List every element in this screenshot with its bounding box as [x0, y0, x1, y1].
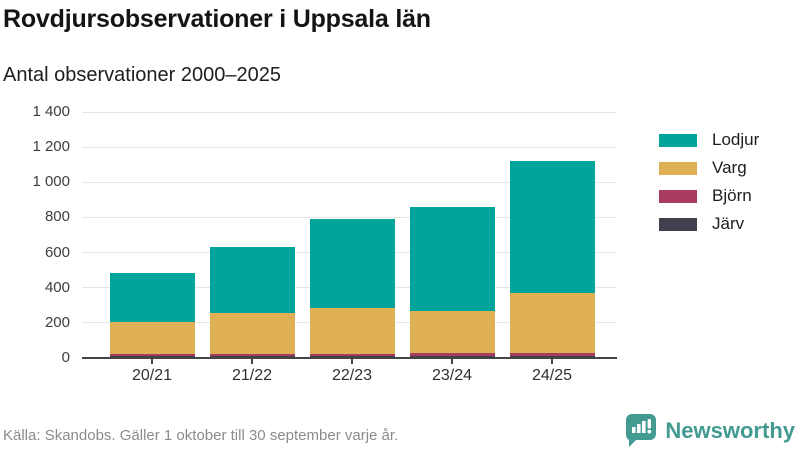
y-axis-label: 1 200: [32, 138, 70, 156]
y-axis-label: 200: [44, 313, 70, 331]
legend-swatch: [659, 217, 697, 231]
bar-20-21: [109, 272, 195, 358]
x-axis-label: 20/21: [131, 367, 173, 384]
bar-21-22: [209, 247, 295, 358]
y-axis-label: 400: [44, 278, 70, 296]
bar-segment-björn: [209, 353, 295, 357]
bar-segment-lodjur: [109, 272, 195, 322]
bar-segment-lodjur: [309, 219, 395, 308]
bar-22-23: [309, 219, 395, 358]
chart-subtitle: Antal observationer 2000–2025: [3, 64, 281, 86]
legend-label: Lodjur: [712, 130, 760, 149]
legend-label: Järv: [712, 214, 745, 233]
bar-segment-björn: [409, 352, 495, 357]
x-axis-label: 23/24: [431, 367, 473, 384]
x-axis-tick: [351, 358, 353, 364]
legend-swatch: [659, 189, 697, 203]
bar-segment-varg: [309, 307, 395, 354]
newsworthy-wordmark: Newsworthy: [665, 418, 795, 443]
x-axis-label: 24/25: [531, 367, 573, 384]
legend-swatch: [659, 161, 697, 175]
bar-segment-varg: [109, 322, 195, 354]
bar-segment-björn: [509, 352, 595, 357]
legend-item-björn: Björn: [659, 182, 759, 210]
y-axis-label: 1 000: [32, 173, 70, 191]
legend-swatch: [659, 133, 697, 147]
gridline: [82, 111, 617, 113]
gridline: [82, 146, 617, 148]
x-axis-line: [82, 357, 617, 359]
bar-segment-lodjur: [409, 206, 495, 312]
legend-label: Varg: [712, 158, 747, 177]
x-axis-label: 21/22: [231, 367, 273, 384]
plot-area: [82, 111, 617, 359]
source-note: Källa: Skandobs. Gäller 1 oktober till 3…: [3, 427, 399, 444]
legend-label: Björn: [712, 186, 752, 205]
bar-segment-lodjur: [509, 161, 595, 294]
bar-segment-björn: [309, 353, 395, 357]
chart-title: Rovdjursobservationer i Uppsala län: [3, 5, 431, 33]
y-axis-label: 600: [44, 243, 70, 261]
newsworthy-icon: [626, 414, 657, 447]
legend: Lodjur Varg Björn Järv: [659, 126, 759, 238]
legend-item-järv: Järv: [659, 210, 759, 238]
bar-segment-varg: [509, 293, 595, 353]
y-axis-label: 1 400: [32, 103, 70, 120]
x-axis-tick: [451, 358, 453, 364]
newsworthy-logo: Newsworthy: [625, 413, 795, 447]
bar-23-24: [409, 206, 495, 358]
bar-24-25: [509, 161, 595, 358]
bar-segment-lodjur: [209, 247, 295, 314]
legend-item-varg: Varg: [659, 154, 759, 182]
x-axis-tick: [551, 358, 553, 364]
bar-segment-varg: [409, 311, 495, 353]
x-axis-tick: [151, 358, 153, 364]
gridline: [82, 216, 617, 218]
y-axis-label: 800: [44, 208, 70, 226]
x-axis-tick: [251, 358, 253, 364]
x-axis-label: 22/23: [331, 367, 373, 384]
y-axis-label: 0: [61, 349, 70, 366]
legend-item-lodjur: Lodjur: [659, 126, 759, 154]
bar-segment-varg: [209, 313, 295, 354]
gridline: [82, 181, 617, 183]
bar-segment-björn: [109, 353, 195, 357]
